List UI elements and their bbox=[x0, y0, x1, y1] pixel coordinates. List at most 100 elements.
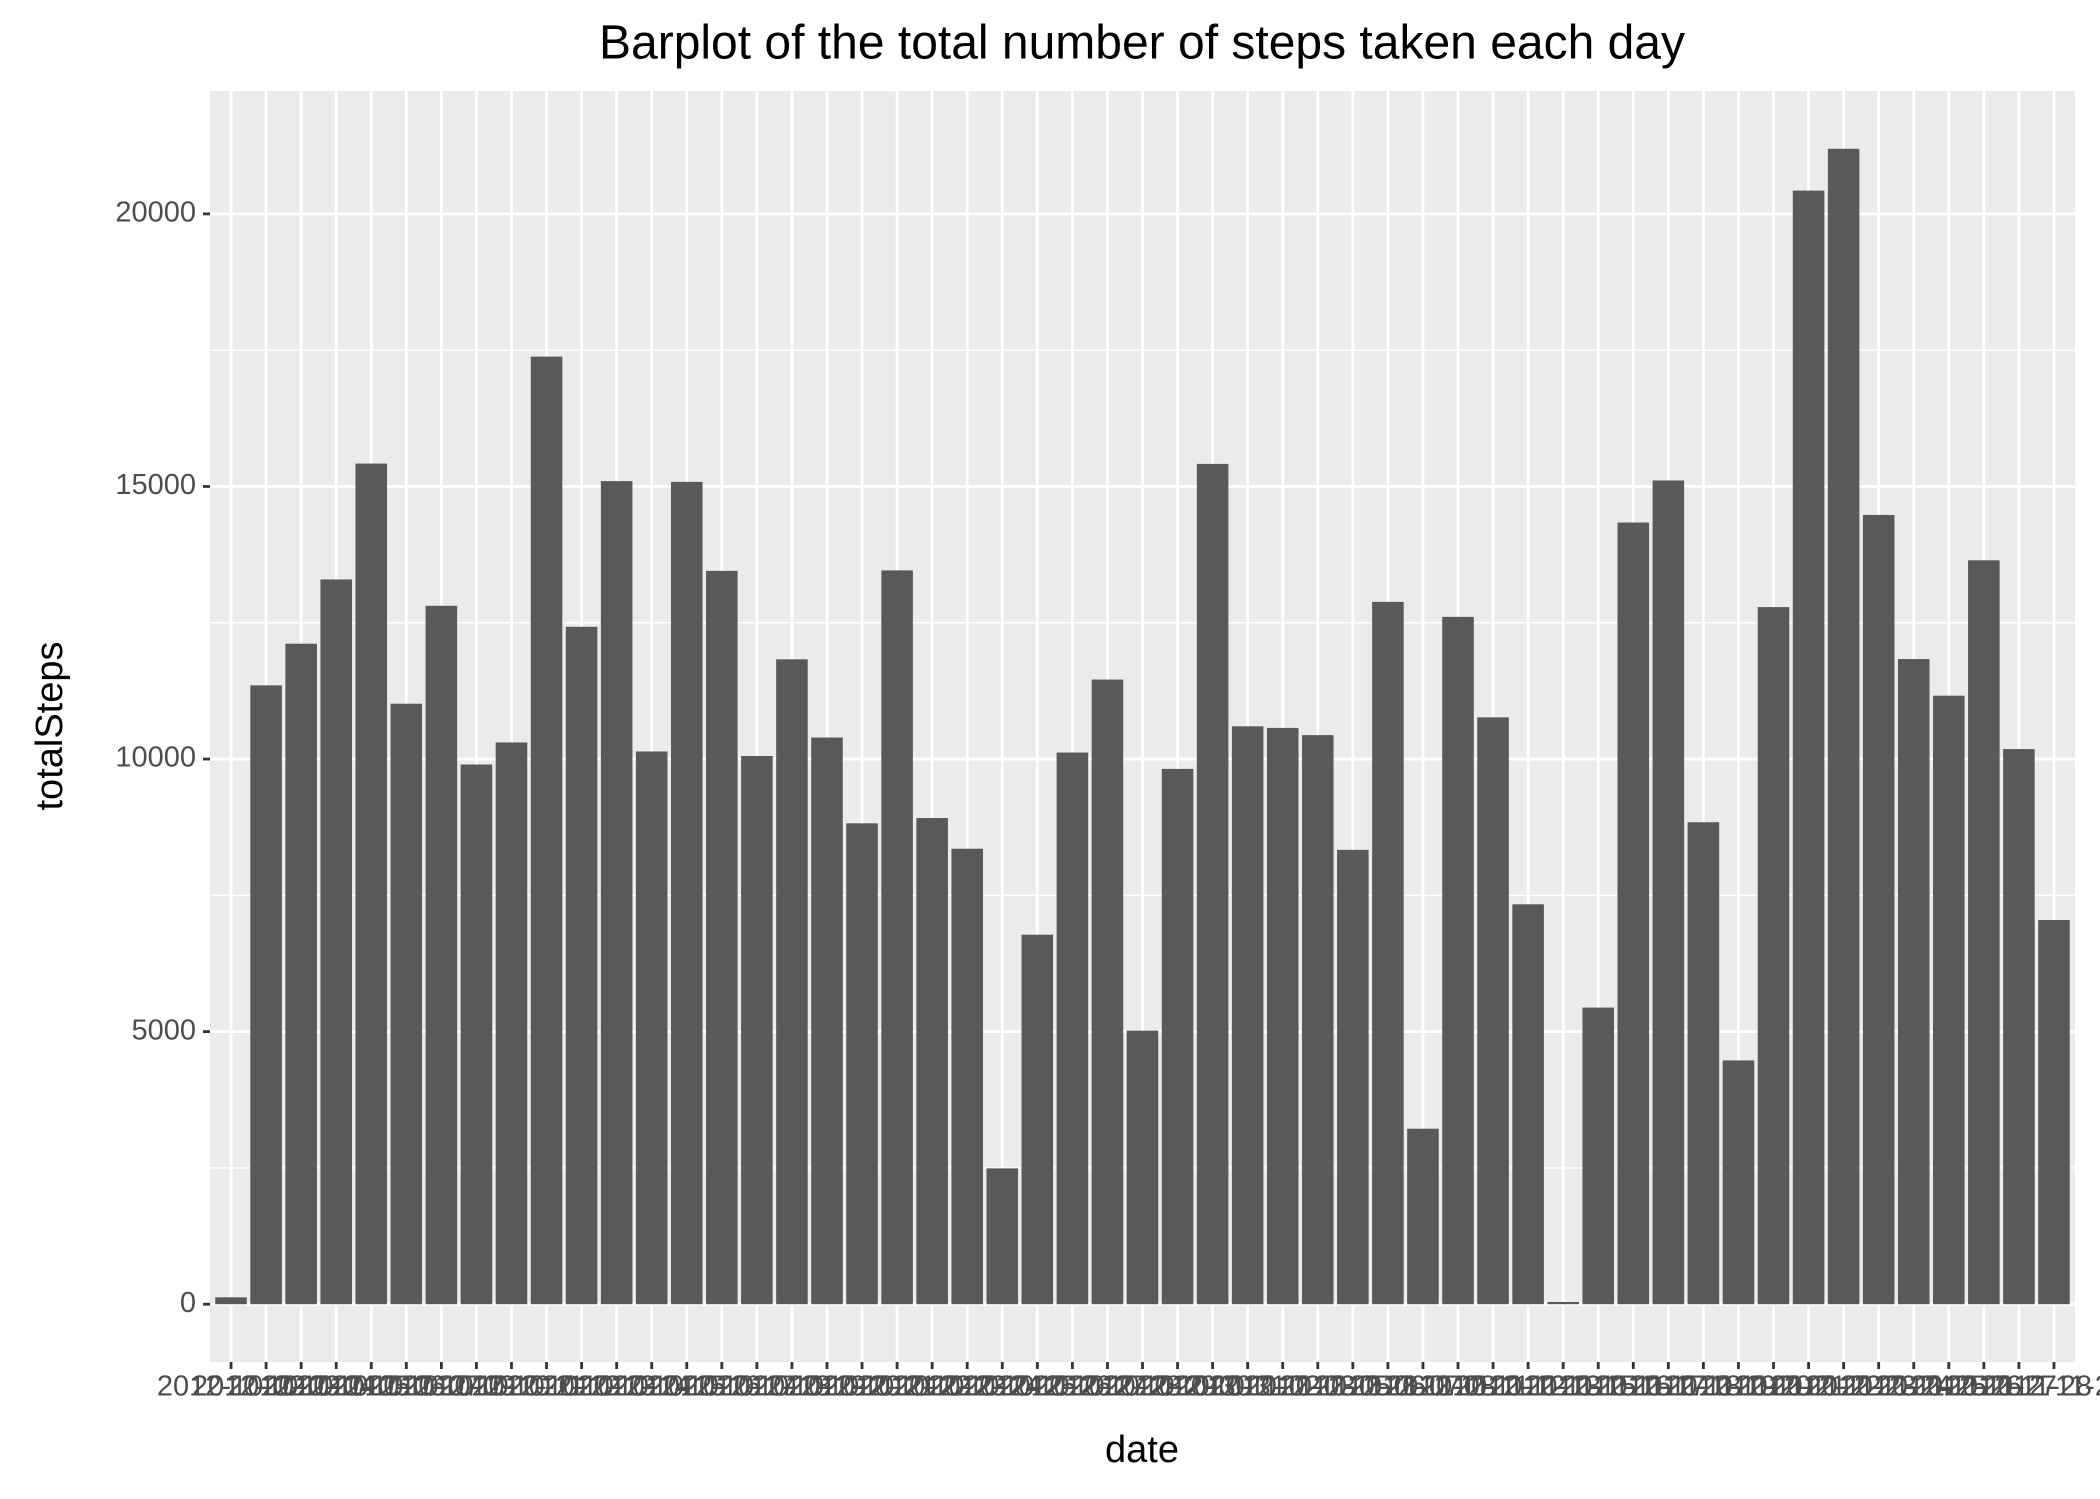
bar bbox=[215, 1297, 247, 1305]
y-tick-label: 10000 bbox=[115, 742, 196, 774]
x-tick-label: 2012-11-08 bbox=[1350, 1371, 1496, 1403]
bar bbox=[1231, 726, 1264, 1305]
bar bbox=[706, 570, 738, 1305]
bar bbox=[355, 463, 388, 1305]
bar bbox=[460, 764, 493, 1305]
bar bbox=[811, 737, 843, 1305]
bar bbox=[1302, 735, 1334, 1305]
x-tick-label: 2012-11-25 bbox=[1841, 1371, 1987, 1403]
bar bbox=[1477, 717, 1509, 1305]
x-tick-label: 2012-11-17 bbox=[1560, 1371, 1706, 1403]
x-tick-label: 2012-10-09 bbox=[367, 1371, 515, 1403]
x-tick-label: 2012-10-27 bbox=[998, 1371, 1146, 1403]
bar bbox=[1196, 463, 1229, 1305]
x-tick-label: 2012-10-28 bbox=[1033, 1371, 1181, 1403]
bar bbox=[916, 818, 948, 1305]
x-tick-label: 2012-10-23 bbox=[858, 1371, 1006, 1403]
bar bbox=[1862, 514, 1895, 1305]
bar bbox=[285, 643, 317, 1305]
x-tick-label: 2012-11-23 bbox=[1771, 1371, 1917, 1403]
x-tick-label: 2012-11-20 bbox=[1665, 1371, 1811, 1403]
x-axis-title: date bbox=[1105, 1429, 1179, 1471]
bar bbox=[1933, 695, 1965, 1305]
bar bbox=[1687, 822, 1720, 1305]
bar bbox=[1827, 148, 1860, 1305]
x-tick-label: 2012-10-13 bbox=[507, 1371, 655, 1403]
bar bbox=[530, 356, 563, 1305]
x-tick-label: 2012-11-02 bbox=[1175, 1371, 1321, 1403]
bar bbox=[1652, 480, 1685, 1305]
y-tick-label: 20000 bbox=[115, 197, 196, 229]
x-tick-label: 2012-11-22 bbox=[1735, 1371, 1881, 1403]
bar bbox=[1266, 727, 1299, 1305]
bar bbox=[1897, 659, 1930, 1305]
bar bbox=[565, 626, 598, 1305]
x-tick-label: 2012-10-26 bbox=[963, 1371, 1111, 1403]
bar bbox=[951, 848, 983, 1305]
bar bbox=[741, 755, 773, 1305]
y-tick-label: 5000 bbox=[131, 1014, 196, 1046]
y-tick-label: 15000 bbox=[115, 469, 196, 501]
bar bbox=[1757, 607, 1790, 1305]
bar bbox=[1021, 934, 1054, 1305]
x-tick-label: 2012-11-29 bbox=[1981, 1371, 2100, 1403]
x-tick-label: 2012-10-29 bbox=[1068, 1371, 1216, 1403]
x-tick-label: 2012-10-25 bbox=[928, 1371, 1076, 1403]
bar bbox=[495, 742, 528, 1305]
x-tick-label: 2012-10-05 bbox=[262, 1371, 410, 1403]
bar bbox=[846, 823, 878, 1305]
x-tick-label: 2012-11-24 bbox=[1806, 1371, 1952, 1403]
x-tick-label: 2012-10-24 bbox=[893, 1371, 1041, 1403]
bar bbox=[1161, 768, 1194, 1305]
bar bbox=[2038, 920, 2070, 1305]
x-tick-label: 2012-10-18 bbox=[683, 1371, 831, 1403]
x-tick-label: 2012-11-21 bbox=[1700, 1371, 1846, 1403]
x-tick-label: 2012-11-28 bbox=[1946, 1371, 2092, 1403]
bar bbox=[425, 605, 458, 1305]
y-axis-title: totalSteps bbox=[29, 642, 71, 811]
bar bbox=[1442, 616, 1474, 1305]
x-tick-label: 2012-11-07 bbox=[1315, 1371, 1461, 1403]
x-tick-label: 2012-10-10 bbox=[402, 1371, 550, 1403]
x-tick-label: 2012-11-11 bbox=[1386, 1371, 1530, 1403]
x-tick-label: 2012-10-22 bbox=[823, 1371, 971, 1403]
x-tick-label: 2012-10-20 bbox=[753, 1371, 901, 1403]
x-tick-label: 2012-10-19 bbox=[718, 1371, 866, 1403]
bar bbox=[1792, 190, 1825, 1305]
x-tick-label: 2012-10-15 bbox=[578, 1371, 726, 1403]
x-tick-label: 2012-11-26 bbox=[1876, 1371, 2022, 1403]
bar bbox=[2003, 749, 2035, 1305]
x-tick-label: 2012-10-02 bbox=[157, 1371, 305, 1403]
bar bbox=[881, 570, 913, 1305]
bar bbox=[1372, 601, 1404, 1305]
bar bbox=[1512, 904, 1544, 1305]
bar bbox=[320, 579, 352, 1305]
x-tick-label: 2012-10-17 bbox=[648, 1371, 796, 1403]
x-tick-label: 2012-10-06 bbox=[297, 1371, 445, 1403]
y-tick-label: 0 bbox=[180, 1287, 196, 1319]
x-tick-label: 2012-11-15 bbox=[1490, 1371, 1636, 1403]
bar bbox=[776, 659, 808, 1305]
bar bbox=[1968, 560, 2000, 1305]
x-tick-label: 2012-11-03 bbox=[1210, 1371, 1356, 1403]
x-tick-label: 2012-11-06 bbox=[1280, 1371, 1426, 1403]
x-tick-label: 2012-11-19 bbox=[1630, 1371, 1776, 1403]
x-tick-label: 2012-10-07 bbox=[332, 1371, 480, 1403]
bar bbox=[1547, 1301, 1579, 1305]
x-tick-label: 2012-10-11 bbox=[438, 1371, 584, 1403]
bar bbox=[670, 481, 703, 1305]
bar bbox=[986, 1168, 1019, 1305]
bar bbox=[1126, 1030, 1159, 1305]
x-tick-label: 2012-10-14 bbox=[542, 1371, 690, 1403]
chart-title: Barplot of the total number of steps tak… bbox=[599, 17, 1685, 70]
x-tick-label: 2012-11-16 bbox=[1525, 1371, 1671, 1403]
x-tick-label: 2012-11-27 bbox=[1911, 1371, 2057, 1403]
bar bbox=[1091, 679, 1124, 1305]
x-tick-label: 2012-10-04 bbox=[227, 1371, 375, 1403]
bar bbox=[250, 685, 282, 1305]
x-tick-label: 2012-10-16 bbox=[613, 1371, 761, 1403]
x-tick-label: 2012-10-31 bbox=[1138, 1371, 1286, 1403]
bar bbox=[1617, 522, 1650, 1305]
bar bbox=[1056, 752, 1089, 1305]
